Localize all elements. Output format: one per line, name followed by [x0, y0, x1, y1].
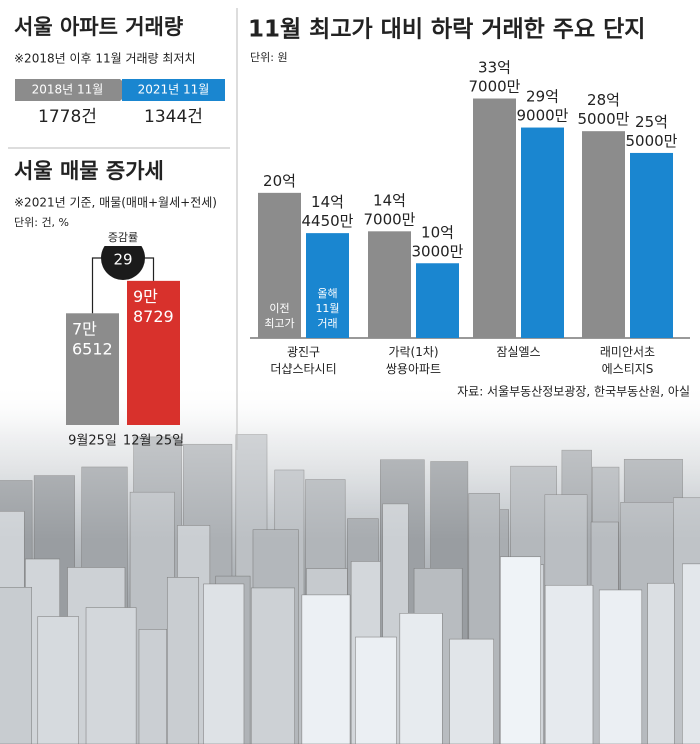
category-label: 가락(1차) 쌍용아파트 [386, 345, 441, 376]
title: 서울 아파트 거래량 [14, 15, 183, 39]
title: 11월 최고가 대비 하락 거래한 주요 단지 [248, 17, 645, 43]
value-label: 10억 3000만 [412, 223, 464, 260]
unit: 단위: 건, % [14, 216, 69, 229]
bar [521, 127, 564, 339]
bar [127, 280, 180, 425]
arrow-box [122, 79, 225, 101]
building [203, 583, 245, 744]
value-label: 14억 7000만 [364, 191, 416, 228]
building [0, 587, 32, 744]
source: 자료: 서울부동산정보광장, 한국부동산원, 아실 [457, 385, 690, 399]
building [85, 607, 137, 744]
unit: 단위: 원 [250, 51, 288, 64]
subtitle: ※2021년 기준, 매물(매매+월세+전세) [14, 196, 217, 210]
annotation-box [101, 230, 145, 246]
value-label: 28억 5000만 [578, 91, 630, 128]
title: 서울 매물 증가세 [14, 159, 164, 183]
building [166, 577, 200, 744]
bar [258, 192, 301, 338]
value-label: 9만 8729 [133, 286, 174, 325]
bar [582, 131, 625, 338]
annotation-label: 증감률 [108, 231, 138, 244]
legend-label: 이전 최고가 [264, 302, 294, 330]
building [449, 638, 494, 744]
value-label: 1344건 [144, 107, 203, 127]
building [399, 613, 443, 744]
building [544, 584, 594, 744]
value-label: 25억 5000만 [626, 112, 678, 149]
category-label: 2018년 11월 [32, 83, 104, 97]
building [500, 556, 541, 744]
bar [66, 313, 119, 425]
building [138, 629, 167, 744]
bar [473, 98, 516, 338]
category-label: 12월 25일 [123, 434, 184, 449]
value-label: 1778건 [38, 107, 97, 127]
value-label: 33억 7000만 [469, 58, 521, 95]
building [355, 636, 397, 744]
building [682, 563, 700, 744]
bar [368, 231, 411, 338]
category-label: 래미안서초 에스티지S [600, 345, 655, 376]
building [250, 587, 295, 744]
value-label: 7만 6512 [72, 319, 113, 358]
legend-label: 올해 11월 거래 [315, 286, 339, 330]
bar [416, 263, 459, 338]
bar [630, 152, 673, 338]
value-label: 14억 4450만 [302, 193, 354, 230]
building [647, 582, 675, 744]
category-label: 광진구 더샵스타시티 [270, 345, 336, 376]
building [37, 616, 79, 744]
building [598, 589, 643, 744]
category-label: 9월25일 [68, 434, 117, 449]
category-label: 2021년 11월 [138, 83, 210, 97]
annotation-value: 29 [113, 251, 132, 269]
bar [306, 233, 349, 338]
value-label: 20억 [263, 171, 296, 189]
annotation-circle [101, 236, 145, 280]
building [301, 594, 351, 744]
category-label: 잠실엘스 [496, 345, 540, 359]
arrow-box [15, 79, 132, 101]
subtitle: ※2018년 이후 11월 거래량 최저치 [14, 52, 196, 66]
value-label: 29억 9000만 [517, 87, 569, 124]
